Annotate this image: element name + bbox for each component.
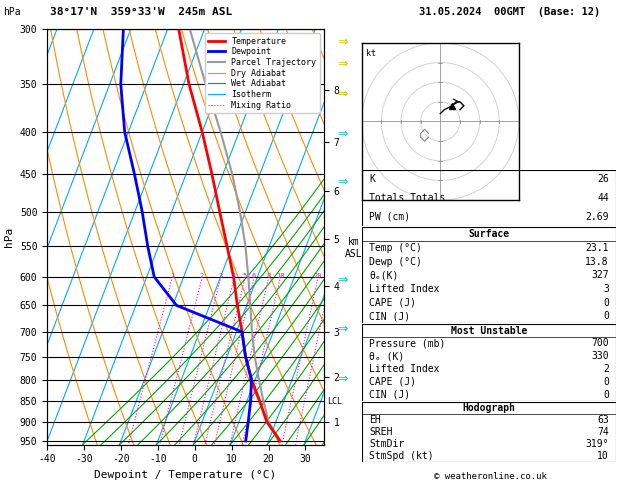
Text: Hodograph: Hodograph xyxy=(462,403,516,413)
Text: EH: EH xyxy=(369,415,381,425)
Text: 0: 0 xyxy=(603,390,609,399)
Text: θₑ(K): θₑ(K) xyxy=(369,270,399,280)
Text: SREH: SREH xyxy=(369,427,393,437)
Text: ⇒: ⇒ xyxy=(338,322,348,335)
Text: hPa: hPa xyxy=(3,7,21,17)
Text: 1: 1 xyxy=(170,273,174,278)
Y-axis label: km
ASL: km ASL xyxy=(345,237,362,259)
Text: 63: 63 xyxy=(597,415,609,425)
Text: 3: 3 xyxy=(603,284,609,294)
Text: 10: 10 xyxy=(276,273,284,278)
Text: 44: 44 xyxy=(597,193,609,203)
Text: ⇒: ⇒ xyxy=(338,176,348,189)
Text: CIN (J): CIN (J) xyxy=(369,312,411,321)
Text: ⇒: ⇒ xyxy=(338,36,348,49)
Text: Totals Totals: Totals Totals xyxy=(369,193,446,203)
Text: 74: 74 xyxy=(597,427,609,437)
X-axis label: Dewpoint / Temperature (°C): Dewpoint / Temperature (°C) xyxy=(94,470,277,480)
Text: 0: 0 xyxy=(603,312,609,321)
Text: 330: 330 xyxy=(591,351,609,361)
Text: 3: 3 xyxy=(218,273,223,278)
Text: Surface: Surface xyxy=(469,229,509,239)
Legend: Temperature, Dewpoint, Parcel Trajectory, Dry Adiabat, Wet Adiabat, Isotherm, Mi: Temperature, Dewpoint, Parcel Trajectory… xyxy=(205,34,320,113)
Text: 6: 6 xyxy=(252,273,256,278)
Text: θₑ (K): θₑ (K) xyxy=(369,351,404,361)
Text: ⇒: ⇒ xyxy=(338,58,348,71)
Text: 5: 5 xyxy=(243,273,247,278)
Text: StmSpd (kt): StmSpd (kt) xyxy=(369,451,434,461)
Text: CAPE (J): CAPE (J) xyxy=(369,377,416,387)
Text: 2.69: 2.69 xyxy=(585,212,609,222)
Text: Lifted Index: Lifted Index xyxy=(369,284,440,294)
Text: 31.05.2024  00GMT  (Base: 12): 31.05.2024 00GMT (Base: 12) xyxy=(419,7,600,17)
Text: Temp (°C): Temp (°C) xyxy=(369,243,422,253)
Text: 10: 10 xyxy=(597,451,609,461)
Text: Dewp (°C): Dewp (°C) xyxy=(369,257,422,267)
Text: 0: 0 xyxy=(603,297,609,308)
Text: ⇒: ⇒ xyxy=(338,373,348,386)
Text: 700: 700 xyxy=(591,338,609,348)
Text: Pressure (mb): Pressure (mb) xyxy=(369,338,446,348)
Text: K: K xyxy=(369,174,375,184)
Text: 0: 0 xyxy=(603,377,609,387)
Text: 13.8: 13.8 xyxy=(585,257,609,267)
Y-axis label: hPa: hPa xyxy=(4,227,14,247)
Text: 20: 20 xyxy=(314,273,322,278)
Text: 38°17'N  359°33'W  245m ASL: 38°17'N 359°33'W 245m ASL xyxy=(50,7,233,17)
Text: 23.1: 23.1 xyxy=(585,243,609,253)
Text: Most Unstable: Most Unstable xyxy=(451,326,527,335)
Text: 2: 2 xyxy=(603,364,609,374)
Text: 4: 4 xyxy=(232,273,236,278)
Text: LCL: LCL xyxy=(326,397,342,406)
Text: 327: 327 xyxy=(591,270,609,280)
Text: Lifted Index: Lifted Index xyxy=(369,364,440,374)
Text: PW (cm): PW (cm) xyxy=(369,212,411,222)
Text: 319°: 319° xyxy=(585,439,609,449)
Text: 8: 8 xyxy=(266,273,270,278)
Text: 26: 26 xyxy=(597,174,609,184)
Text: 2: 2 xyxy=(200,273,204,278)
Text: CAPE (J): CAPE (J) xyxy=(369,297,416,308)
Text: kt: kt xyxy=(365,49,376,58)
Text: StmDir: StmDir xyxy=(369,439,404,449)
Text: ⇒: ⇒ xyxy=(338,88,348,101)
Text: ⇒: ⇒ xyxy=(338,274,348,287)
Text: CIN (J): CIN (J) xyxy=(369,390,411,399)
Text: ⇒: ⇒ xyxy=(338,128,348,141)
Text: © weatheronline.co.uk: © weatheronline.co.uk xyxy=(434,472,547,481)
